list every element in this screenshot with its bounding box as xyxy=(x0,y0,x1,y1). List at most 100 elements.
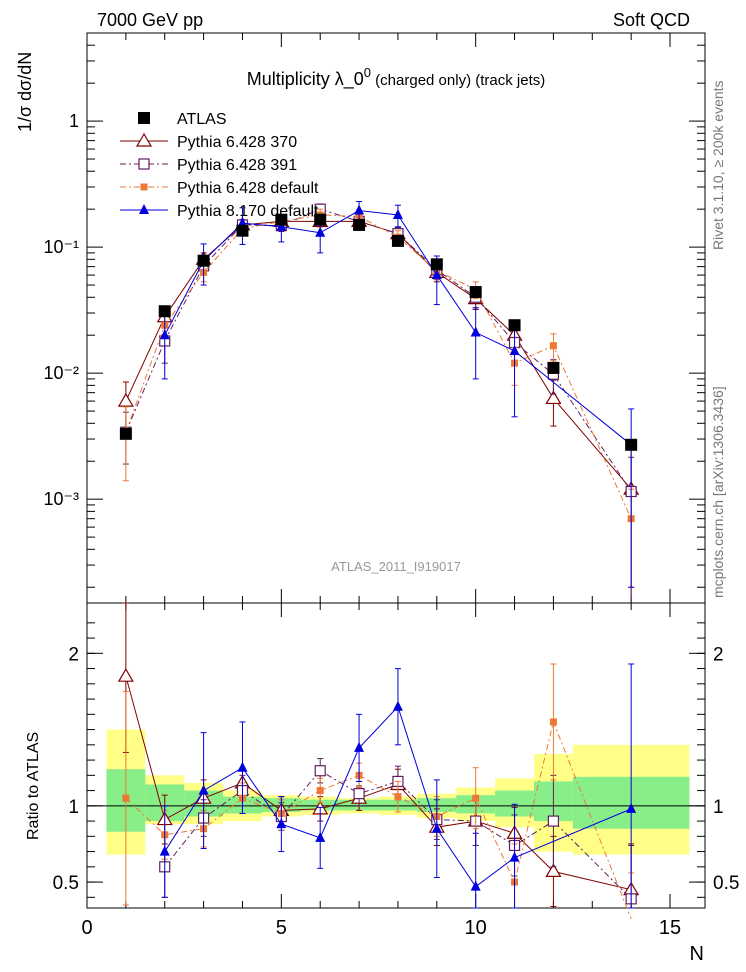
data-point xyxy=(236,224,249,237)
ratio-point xyxy=(509,851,520,862)
y-tick-label: 2 xyxy=(68,644,79,665)
legend-marker xyxy=(135,132,153,147)
ratio-point xyxy=(117,668,134,682)
data-point xyxy=(354,204,365,215)
legend-label: Pythia 6.428 370 xyxy=(177,134,297,151)
y-tick-label: 1 xyxy=(69,111,79,131)
data-point xyxy=(545,390,562,405)
data-point xyxy=(469,286,482,299)
ratio-point xyxy=(626,802,637,813)
x-tick-label: 5 xyxy=(276,917,287,939)
side-label-bottom: mcplots.cern.ch [arXiv:1306.3436] xyxy=(710,386,726,598)
y-tick-label: 0.5 xyxy=(53,873,79,894)
legend-marker xyxy=(138,112,150,124)
legend-label: ATLAS xyxy=(177,111,227,128)
header-right: Soft QCD xyxy=(613,10,690,30)
main-panel: Multiplicity λ_00 (charged only) (track … xyxy=(15,32,706,604)
y-tick-label: 2 xyxy=(713,644,724,665)
ratio-point xyxy=(314,765,326,777)
ratio-point xyxy=(394,793,402,801)
data-point xyxy=(470,326,481,337)
main-title-text: Multiplicity λ_0 xyxy=(247,69,364,90)
main-plot-marks xyxy=(117,201,640,604)
ratio-point xyxy=(198,784,209,795)
ratio-point xyxy=(549,718,557,726)
legend-marker xyxy=(138,158,150,170)
ratio-point xyxy=(353,788,365,800)
ratio-point xyxy=(159,845,170,856)
data-point xyxy=(158,305,171,318)
ratio-point xyxy=(431,822,442,833)
y-tick-label: 10⁻³ xyxy=(43,489,79,509)
data-point xyxy=(314,213,327,226)
header-left: 7000 GeV pp xyxy=(97,10,203,30)
series-pythia-6-428-370 xyxy=(117,213,640,604)
y-tick-label: 0.5 xyxy=(713,873,739,894)
legend-item: ATLAS xyxy=(138,111,227,128)
ratio-point xyxy=(392,700,403,711)
data-point xyxy=(508,319,521,332)
ratio-point xyxy=(545,863,562,878)
legend-item: Pythia 6.428 370 xyxy=(120,132,297,151)
data-point xyxy=(197,254,210,267)
y-tick-label: 10⁻² xyxy=(43,363,79,383)
data-point xyxy=(353,218,366,231)
legend-item: Pythia 6.428 391 xyxy=(120,157,297,174)
watermark: ATLAS_2011_I919017 xyxy=(331,559,461,574)
ratio-point xyxy=(315,831,326,842)
main-title-sup: 0 xyxy=(364,65,371,80)
x-tick-label: 0 xyxy=(81,917,92,939)
legend-label: Pythia 6.428 default xyxy=(177,180,319,197)
ratio-ylabel: Ratio to ATLAS xyxy=(25,732,42,840)
data-point xyxy=(159,329,170,340)
main-title: Multiplicity λ_00 (charged only) (track … xyxy=(247,65,546,90)
data-point xyxy=(625,438,638,451)
ratio-point xyxy=(472,794,480,802)
data-point xyxy=(276,220,287,231)
main-ylabel: 1/σ dσ/dN xyxy=(15,52,35,132)
data-point xyxy=(509,344,520,355)
series-pythia-8-170-default xyxy=(159,201,637,588)
y-tick-label: 1 xyxy=(713,797,724,818)
y-tick-label: 1 xyxy=(68,797,79,818)
data-point xyxy=(391,234,404,247)
data-point xyxy=(119,427,132,440)
ratio-line xyxy=(164,770,632,900)
ratio-series-pythia-8-170-default xyxy=(159,663,637,909)
data-point xyxy=(430,258,443,271)
ratio-plot-marks xyxy=(117,602,640,919)
data-point xyxy=(117,392,134,407)
ratio-point xyxy=(547,815,560,827)
data-point xyxy=(549,342,557,350)
ratio-panel: Ratio to ATLAS N 0 5 10 15 2 2 1 1 0.5 0.5 xyxy=(25,602,739,965)
main-title-suffix: (charged only) (track jets) xyxy=(371,72,545,89)
data-point xyxy=(431,269,442,280)
legend-label: Pythia 6.428 391 xyxy=(177,157,297,174)
y-tick-label: 10⁻¹ xyxy=(43,237,79,257)
x-tick-label: 15 xyxy=(659,917,681,939)
main-axis-ticks: 1 10⁻¹ 10⁻² 10⁻³ xyxy=(43,32,705,603)
legend-label: Pythia 8.170 default xyxy=(177,203,319,220)
data-point xyxy=(237,217,248,228)
legend-item: Pythia 8.170 default xyxy=(120,203,319,220)
data-point xyxy=(392,208,403,219)
ratio-point xyxy=(354,741,365,752)
legend: ATLAS Pythia 6.428 370 Pythia 6.428 391 Pyt… xyxy=(120,111,319,220)
data-point xyxy=(315,226,326,237)
side-label-top: Rivet 3.1.10, ≥ 200k events xyxy=(710,80,726,250)
legend-marker xyxy=(140,183,148,191)
legend-marker xyxy=(139,204,149,214)
ratio-point xyxy=(470,880,481,891)
ratio-frame xyxy=(86,602,706,909)
x-tick-label: 10 xyxy=(465,917,487,939)
data-point xyxy=(275,213,288,226)
series-atlas xyxy=(119,213,638,451)
legend-item: Pythia 6.428 default xyxy=(120,180,319,197)
x-axis-label: N xyxy=(690,943,704,965)
ratio-point xyxy=(276,818,287,829)
ratio-point xyxy=(122,794,130,802)
ratio-point xyxy=(316,787,324,795)
data-point xyxy=(547,361,560,374)
ratio-point xyxy=(237,761,248,772)
